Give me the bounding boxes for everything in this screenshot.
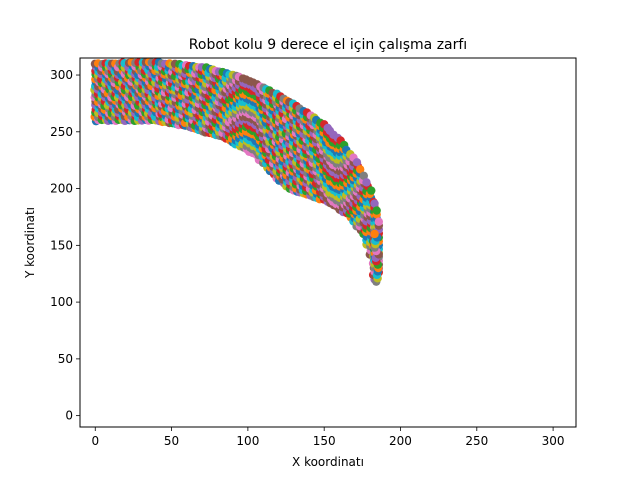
scatter-point: [370, 229, 379, 239]
x-tick-label: 100: [236, 434, 259, 448]
x-tick-label: 200: [389, 434, 412, 448]
y-tick-label: 0: [65, 409, 73, 423]
x-tick-label: 300: [542, 434, 565, 448]
scatter-point: [362, 178, 371, 187]
chart-title: Robot kolu 9 derece el için çalışma zarf…: [189, 37, 467, 53]
y-tick-label: 200: [50, 182, 73, 196]
x-tick-label: 150: [313, 434, 336, 448]
y-axis-label: Y koordinatı: [23, 207, 37, 279]
scatter-point: [352, 158, 362, 167]
x-tick-label: 0: [91, 434, 99, 448]
x-axis-label: X koordinatı: [292, 455, 364, 469]
x-tick-label: 50: [164, 434, 179, 448]
y-tick-label: 150: [50, 238, 73, 252]
scatter-points: [90, 57, 384, 286]
y-tick-label: 250: [50, 125, 73, 139]
scatter-point: [355, 165, 365, 174]
scatter-point: [374, 217, 384, 226]
y-axis: 0 50 100 150 200 250 300: [50, 68, 80, 423]
scatter-point: [367, 186, 376, 195]
x-axis: 0 50 100 150 200 250 300: [91, 427, 565, 448]
scatter-point: [372, 206, 381, 215]
plot-frame: [79, 57, 577, 428]
y-tick-label: 100: [50, 295, 73, 309]
y-tick-label: 300: [50, 68, 73, 82]
x-tick-label: 250: [465, 434, 488, 448]
scatter-point: [359, 171, 369, 180]
scatter-point: [370, 199, 379, 208]
y-tick-label: 50: [58, 352, 73, 366]
